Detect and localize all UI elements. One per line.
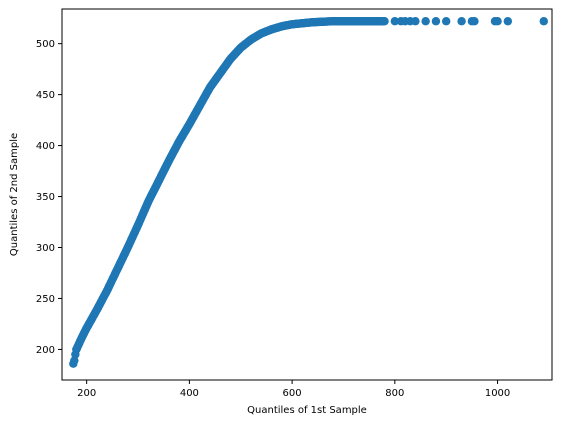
y-tick-label: 400 xyxy=(36,141,55,152)
data-point xyxy=(380,17,389,26)
x-axis-label: Quantiles of 1st Sample xyxy=(247,405,367,416)
data-point xyxy=(457,17,466,26)
y-tick-label: 300 xyxy=(36,243,55,254)
x-tick-label: 800 xyxy=(385,388,404,399)
scatter-points xyxy=(69,17,548,368)
plot-frame xyxy=(61,8,553,381)
data-point xyxy=(493,17,502,26)
x-tick-label: 200 xyxy=(77,388,96,399)
x-tick-label: 400 xyxy=(180,388,199,399)
x-axis-ticks: 200 400 600 800 1000 xyxy=(77,380,510,399)
y-tick-label: 200 xyxy=(36,345,55,356)
y-tick-label: 450 xyxy=(36,90,55,101)
y-tick-label: 350 xyxy=(36,192,55,203)
y-axis-label: Quantiles of 2nd Sample xyxy=(9,133,20,256)
data-point xyxy=(411,17,420,26)
y-tick-label: 500 xyxy=(36,39,55,50)
y-tick-label: 250 xyxy=(36,294,55,305)
data-point xyxy=(539,17,548,26)
x-tick-label: 600 xyxy=(283,388,302,399)
y-axis-ticks: 200 250 300 350 400 450 500 xyxy=(36,39,62,356)
data-point xyxy=(431,17,441,26)
data-point xyxy=(470,17,479,26)
x-tick-label: 1000 xyxy=(485,388,510,399)
data-point xyxy=(390,17,400,26)
data-point xyxy=(441,17,451,26)
data-point xyxy=(421,17,430,26)
data-point xyxy=(503,17,513,26)
